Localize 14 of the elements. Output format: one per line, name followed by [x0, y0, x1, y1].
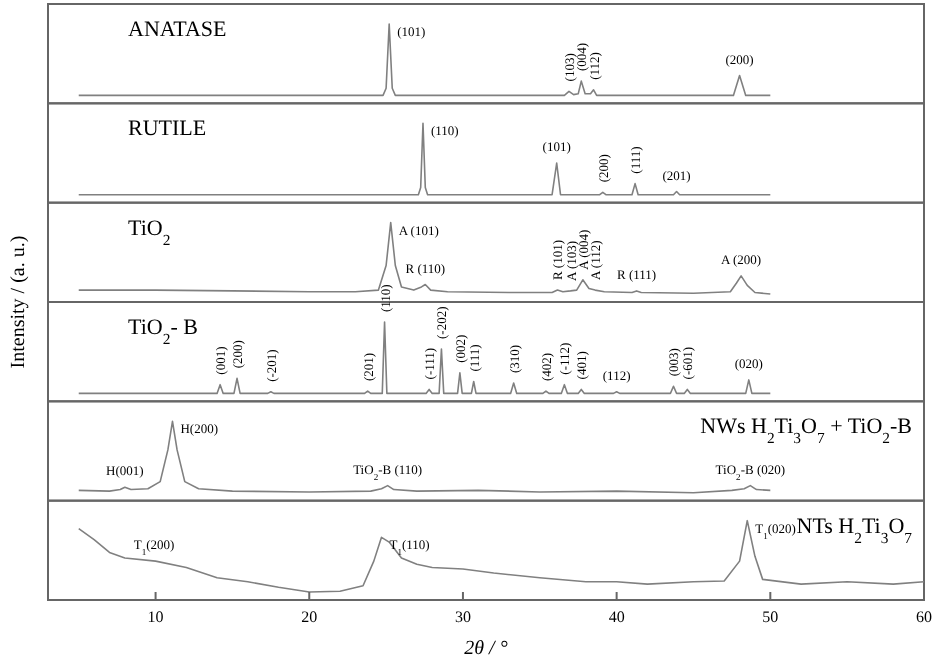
chart-title: RUTILE	[128, 117, 207, 142]
chart-title: NWs H$_{2}$Ti$_{3}$O$_{7}$ + TiO$_{2}$-B	[700, 415, 912, 447]
chart-title: NTs H$_{2}$Ti$_{3}$O$_{7}$	[796, 514, 913, 546]
x-axis-title: 2θ / °	[464, 638, 508, 660]
chart-title: TiO$_{2}$- B	[128, 316, 198, 347]
y-axis-title: Intensity / (a. u.)	[8, 235, 30, 369]
x-tick-label: 40	[608, 608, 625, 626]
x-tick-label: 30	[454, 608, 471, 626]
chart-title: ANATASE	[128, 18, 228, 42]
x-tick-label: 50	[762, 608, 779, 626]
x-tick-label: 20	[301, 608, 318, 626]
x-tick-label: 10	[147, 608, 164, 626]
chart-title: TiO$_{2}$	[128, 216, 171, 248]
x-tick-label: 60	[916, 608, 932, 626]
